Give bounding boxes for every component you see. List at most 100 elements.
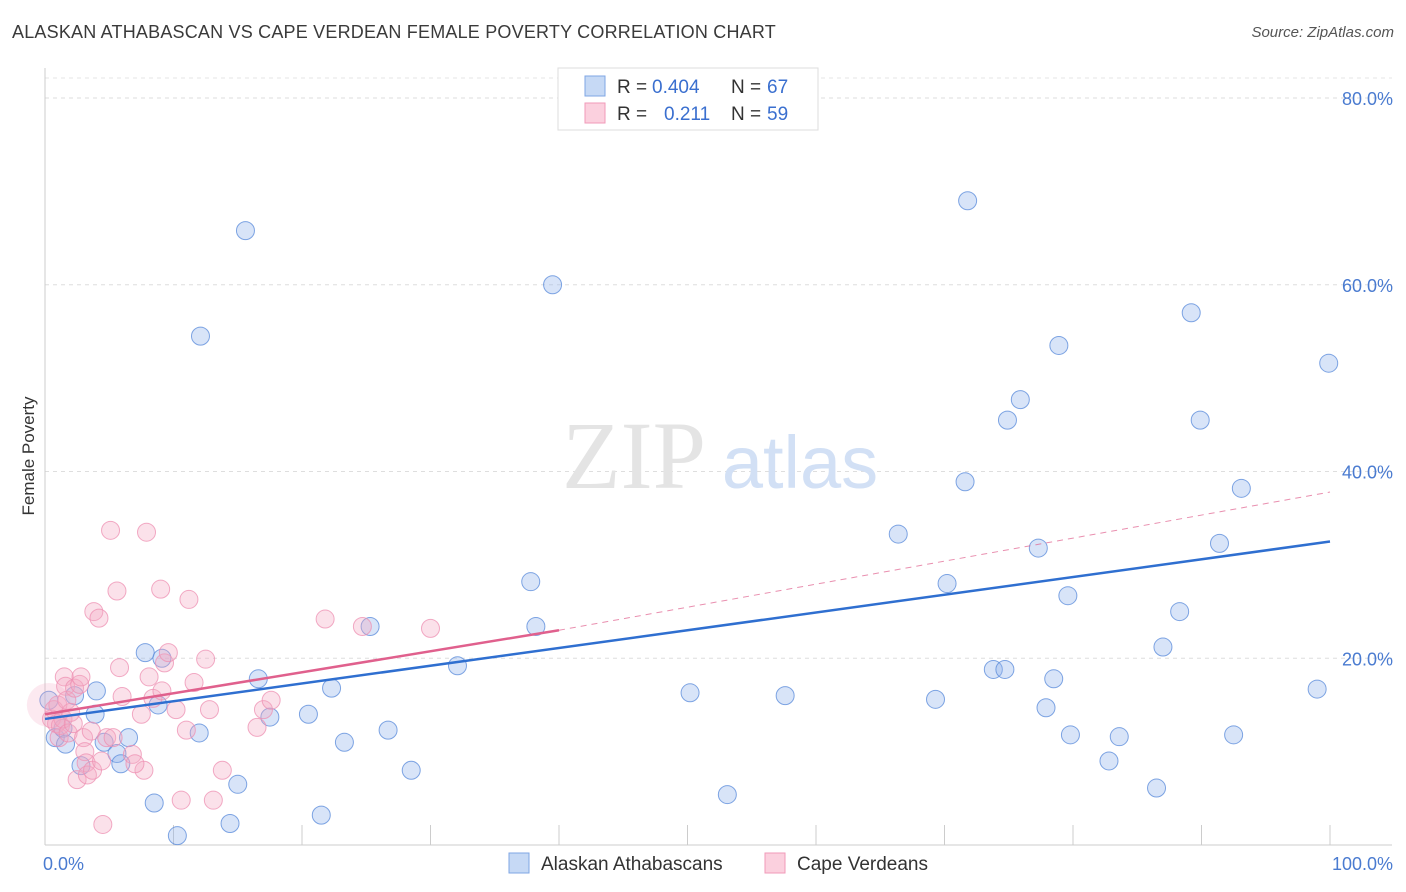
trend-line-alaskan-athabascans bbox=[44, 540, 1331, 721]
point-alaskan-athabascan-31 bbox=[447, 656, 467, 676]
series-alaskan-athabascans-points bbox=[39, 191, 1339, 846]
point-alaskan-athabascan-28 bbox=[360, 617, 380, 637]
point-cape-verdean-4 bbox=[49, 728, 69, 748]
point-alaskan-athabascan-9 bbox=[107, 743, 127, 763]
point-alaskan-athabascan-32 bbox=[521, 572, 541, 592]
point-cape-verdean-54 bbox=[261, 690, 281, 710]
point-cape-verdean-26 bbox=[93, 814, 113, 834]
point-cape-verdean-19 bbox=[76, 753, 96, 773]
point-alaskan-athabascan-35 bbox=[680, 683, 700, 703]
point-alaskan-athabascan-42 bbox=[958, 191, 978, 211]
point-alaskan-athabascan-37 bbox=[775, 686, 795, 706]
point-cape-verdean-13 bbox=[65, 678, 85, 698]
x-axis-tick-labels: 0.0% 100.0% bbox=[43, 854, 1393, 874]
point-alaskan-athabascan-33 bbox=[526, 617, 546, 637]
axes bbox=[44, 68, 1392, 846]
chart-source: Source: ZipAtlas.com bbox=[1251, 24, 1394, 41]
legend-n-label-2: N = bbox=[731, 104, 761, 125]
legend-swatch-blue bbox=[584, 75, 606, 97]
point-cape-verdean-15 bbox=[70, 674, 90, 694]
bottom-legend-label-pink: Cape Verdeans bbox=[797, 854, 928, 875]
point-cape-verdean-24 bbox=[89, 608, 109, 628]
point-alaskan-athabascan-56 bbox=[1153, 637, 1173, 657]
legend-swatch-pink bbox=[584, 102, 606, 124]
x-tick-label-0: 0.0% bbox=[43, 854, 84, 874]
point-alaskan-athabascan-12 bbox=[135, 643, 155, 663]
point-alaskan-athabascan-21 bbox=[235, 221, 255, 241]
point-alaskan-athabascan-55 bbox=[1147, 778, 1167, 798]
point-cape-verdean-25 bbox=[92, 751, 112, 771]
point-alaskan-athabascan-57 bbox=[1170, 602, 1190, 622]
legend-r-label-2: R = bbox=[617, 104, 647, 125]
point-alaskan-athabascan-39 bbox=[926, 689, 946, 709]
bottom-legend-swatch-pink bbox=[764, 852, 786, 874]
point-cape-verdean-58 bbox=[125, 754, 145, 774]
point-alaskan-athabascan-58 bbox=[1181, 303, 1201, 323]
point-cape-verdean-47 bbox=[184, 673, 204, 693]
point-cape-verdean-31 bbox=[110, 658, 130, 678]
point-alaskan-athabascan-61 bbox=[1224, 725, 1244, 745]
y-tick-label-80: 80.0% bbox=[1342, 89, 1393, 109]
point-cape-verdean-9 bbox=[57, 690, 77, 710]
point-cape-verdean-44 bbox=[171, 790, 191, 810]
point-alaskan-athabascan-20 bbox=[228, 774, 248, 794]
watermark: ZIP atlas bbox=[562, 402, 878, 509]
trend-line-cape-verdeans bbox=[44, 629, 560, 716]
point-cape-verdean-48 bbox=[196, 649, 216, 669]
point-alaskan-athabascan-25 bbox=[311, 805, 331, 825]
point-cape-verdean-57 bbox=[421, 618, 440, 638]
watermark-atlas: atlas bbox=[722, 421, 878, 504]
legend-box: R = 0.404 N = 67 R = 0.211 N = 59 bbox=[557, 67, 819, 131]
point-alaskan-athabascan-49 bbox=[1044, 669, 1064, 689]
point-alaskan-athabascan-16 bbox=[167, 826, 187, 846]
gridlines bbox=[45, 77, 1392, 659]
bottom-legend-swatch-blue bbox=[508, 852, 530, 874]
y-tick-label-40: 40.0% bbox=[1342, 463, 1393, 483]
legend-n-value-2: 59 bbox=[767, 104, 788, 125]
point-alaskan-athabascan-62 bbox=[1231, 478, 1251, 498]
point-alaskan-athabascan-29 bbox=[378, 720, 398, 740]
point-cape-verdean-39 bbox=[151, 579, 171, 599]
point-alaskan-athabascan-30 bbox=[401, 760, 421, 780]
point-cape-verdean-cluster bbox=[26, 682, 71, 727]
point-alaskan-athabascan-7 bbox=[86, 681, 106, 701]
y-tick-label-20: 20.0% bbox=[1342, 649, 1393, 669]
point-alaskan-athabascan-23 bbox=[260, 707, 280, 727]
point-cape-verdean-43 bbox=[166, 700, 186, 720]
point-cape-verdean-41 bbox=[155, 653, 175, 673]
point-cape-verdean-23 bbox=[84, 602, 104, 622]
point-cape-verdean-14 bbox=[67, 770, 87, 790]
point-cape-verdean-50 bbox=[203, 790, 223, 810]
point-alaskan-athabascan-48 bbox=[1036, 698, 1056, 718]
point-cape-verdean-10 bbox=[58, 723, 78, 743]
point-cape-verdean-30 bbox=[107, 581, 127, 601]
legend-n-value-1: 67 bbox=[767, 77, 788, 98]
point-cape-verdean-16 bbox=[71, 667, 91, 687]
point-cape-verdean-17 bbox=[74, 728, 94, 748]
point-alaskan-athabascan-54 bbox=[1109, 727, 1129, 747]
point-alaskan-athabascan-64 bbox=[1319, 353, 1339, 373]
point-alaskan-athabascan-27 bbox=[334, 732, 354, 752]
point-alaskan-athabascan-24 bbox=[298, 704, 318, 724]
point-alaskan-athabascan-51 bbox=[1058, 586, 1078, 606]
point-alaskan-athabascan-40 bbox=[937, 574, 957, 594]
point-cape-verdean-56 bbox=[352, 617, 372, 637]
point-alaskan-athabascan-36 bbox=[717, 785, 737, 805]
series-cape-verdeans-points bbox=[26, 520, 440, 834]
legend-r-label-1: R = bbox=[617, 77, 647, 98]
point-alaskan-athabascan-59 bbox=[1190, 410, 1210, 430]
chart-title: ALASKAN ATHABASCAN VS CAPE VERDEAN FEMAL… bbox=[12, 22, 776, 42]
point-alaskan-athabascan-41 bbox=[955, 472, 975, 492]
point-alaskan-athabascan-26 bbox=[322, 678, 342, 698]
point-cape-verdean-36 bbox=[137, 522, 157, 542]
x-tick-label-100: 100.0% bbox=[1332, 854, 1393, 874]
point-cape-verdean-42 bbox=[158, 643, 178, 663]
point-alaskan-athabascan-53 bbox=[1099, 751, 1119, 771]
point-alaskan-athabascan-43 bbox=[983, 659, 1003, 679]
point-cape-verdean-49 bbox=[199, 700, 219, 720]
y-tick-label-60: 60.0% bbox=[1342, 276, 1393, 296]
watermark-zip: ZIP bbox=[562, 402, 706, 509]
legend-n-label-1: N = bbox=[731, 77, 761, 98]
point-cape-verdean-51 bbox=[212, 760, 232, 780]
